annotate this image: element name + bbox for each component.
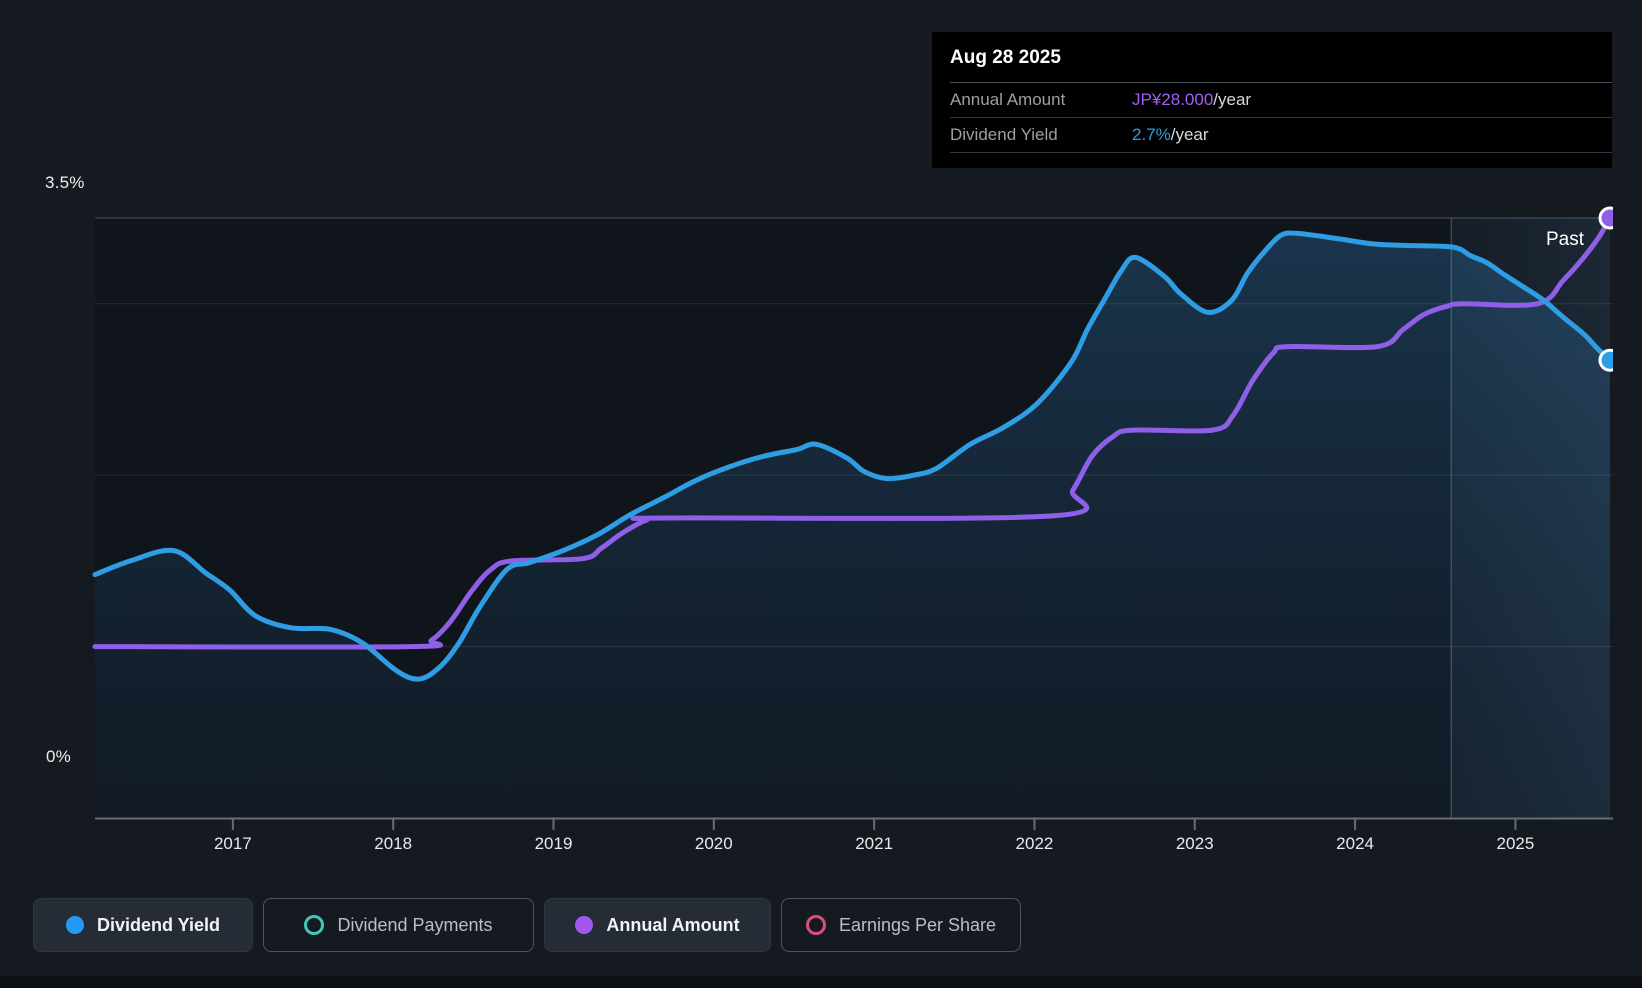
tooltip-label-dividend-yield: Dividend Yield (950, 125, 1058, 144)
dividend-yield-dot-icon (65, 916, 84, 934)
past-band (1450, 218, 1610, 818)
chart-tooltip: Aug 28 2025 Annual Amount JP¥28.000/year … (932, 32, 1612, 168)
page-bottom-strip (0, 976, 1642, 988)
tooltip-value-annual-amount: JP¥28.000 (1132, 90, 1214, 109)
x-axis (95, 817, 1613, 830)
y-axis-max-label: 3.5% (45, 173, 85, 192)
x-axis-label: 2022 (1015, 834, 1054, 853)
tooltip-row-annual-amount: Annual Amount JP¥28.000/year (950, 83, 1612, 118)
legend-dividend-yield-button[interactable]: Dividend Yield (33, 898, 253, 952)
area-fill (95, 232, 1610, 818)
legend-annual-amount-button[interactable]: Annual Amount (544, 898, 771, 952)
endpoint-markers (1598, 206, 1613, 372)
legend-dividend-yield-label: Dividend Yield (96, 914, 221, 935)
tooltip-label-annual-amount: Annual Amount (950, 90, 1066, 109)
chart-legend: Dividend Yield Dividend Payments Annual … (33, 898, 1021, 952)
x-axis-label: 2025 (1496, 834, 1535, 853)
tooltip-value-dividend-yield: 2.7% (1132, 125, 1171, 144)
dividend-payments-ring-icon (304, 915, 325, 935)
annual-amount-dot-icon (575, 916, 594, 934)
x-axis-label: 2023 (1175, 834, 1214, 853)
legend-dividend-payments-label: Dividend Payments (337, 914, 493, 935)
gridlines (95, 217, 1613, 648)
legend-earnings-per-share-label: Earnings Per Share (838, 914, 997, 935)
x-axis-label: 2019 (534, 834, 573, 853)
x-axis-label: 2017 (213, 834, 252, 853)
tooltip-suffix-dividend-yield: /year (1170, 125, 1209, 144)
annual-amount-endpoint-dot (1598, 206, 1613, 230)
tooltip-suffix-annual-amount: /year (1213, 90, 1252, 109)
x-axis-label: 2020 (694, 834, 733, 853)
earnings-per-share-ring-icon (805, 915, 826, 935)
legend-annual-amount-label: Annual Amount (606, 914, 740, 935)
tooltip-date: Aug 28 2025 (950, 32, 1612, 83)
series-lines (92, 215, 1613, 682)
dividend-yield-endpoint-dot (1598, 348, 1613, 372)
legend-dividend-payments-button[interactable]: Dividend Payments (263, 898, 534, 952)
legend-earnings-per-share-button[interactable]: Earnings Per Share (781, 898, 1021, 952)
past-label: Past (1546, 229, 1585, 250)
x-axis-label: 2018 (374, 834, 413, 853)
tooltip-row-dividend-yield: Dividend Yield 2.7%/year (950, 118, 1612, 153)
y-axis-min-label: 0% (46, 747, 71, 766)
x-axis-label: 2024 (1336, 834, 1374, 853)
x-axis-label: 2021 (855, 834, 894, 853)
